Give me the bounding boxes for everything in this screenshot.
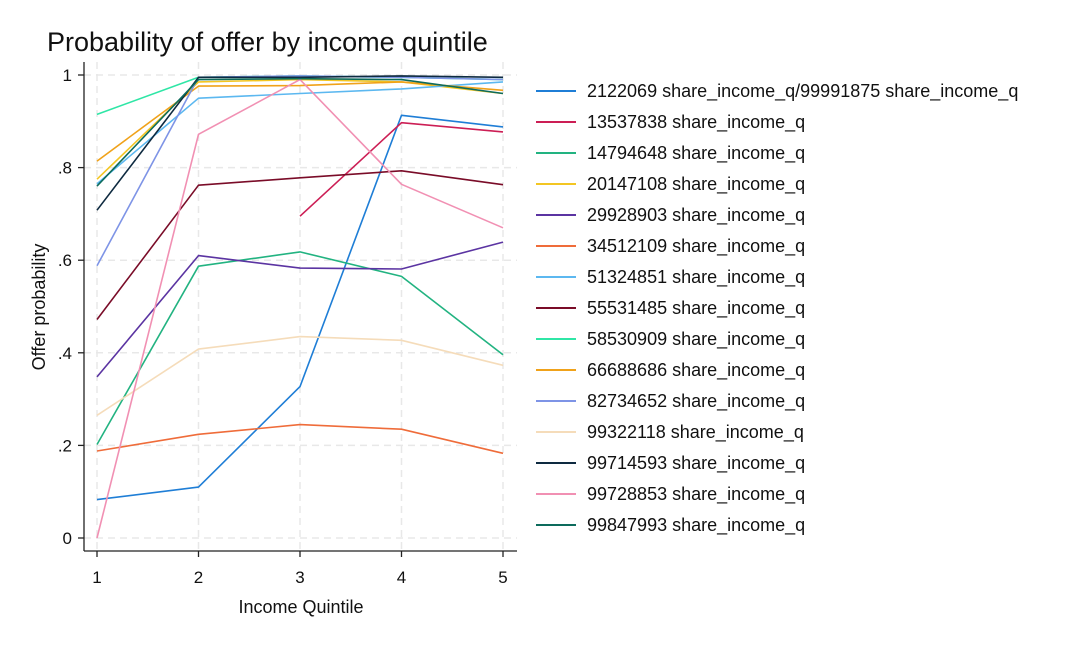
series-line-5 — [96, 241, 504, 378]
legend-item: 55531485 share_income_q — [536, 298, 805, 319]
legend-item: 2122069 share_income_q/99991875 share_in… — [536, 81, 1018, 102]
series-line-14 — [96, 78, 504, 539]
legend-label: 99847993 share_income_q — [587, 515, 805, 536]
series-line-15 — [96, 77, 504, 187]
legend-item: 34512109 share_income_q — [536, 236, 805, 257]
x-tick-label: 3 — [295, 568, 304, 587]
gridlines — [84, 62, 517, 551]
legend-item: 51324851 share_income_q — [536, 267, 805, 288]
series-line-1 — [96, 114, 504, 501]
series-line-2 — [299, 121, 504, 217]
y-tick-label: .4 — [58, 344, 72, 363]
legend-item: 20147108 share_income_q — [536, 174, 805, 195]
series-line-7 — [96, 81, 504, 185]
y-tick-label: .2 — [58, 436, 72, 455]
series-line-11 — [96, 75, 504, 267]
series-line-8 — [96, 170, 504, 320]
legend-label: 58530909 share_income_q — [587, 329, 805, 350]
legend-item: 58530909 share_income_q — [536, 329, 805, 350]
chart-title: Probability of offer by income quintile — [47, 27, 488, 57]
axes: 0 .2 .4 .6 .8 1 1 2 3 4 5 — [58, 62, 517, 587]
legend-label: 82734652 share_income_q — [587, 391, 805, 412]
legend-item: 99728853 share_income_q — [536, 484, 805, 505]
y-tick-label: 1 — [63, 66, 72, 85]
x-tick-label: 5 — [498, 568, 507, 587]
legend-label: 55531485 share_income_q — [587, 298, 805, 319]
y-tick-label: .8 — [58, 159, 72, 178]
legend-item: 66688686 share_income_q — [536, 360, 805, 381]
legend-label: 51324851 share_income_q — [587, 267, 805, 288]
y-axis-title: Offer probability — [29, 244, 49, 371]
legend-item: 13537838 share_income_q — [536, 112, 805, 133]
x-tick-label: 1 — [92, 568, 101, 587]
series-line-13 — [96, 75, 504, 211]
legend: 2122069 share_income_q/99991875 share_in… — [536, 81, 1018, 536]
series-line-3 — [96, 251, 504, 445]
legend-label: 99322118 share_income_q — [587, 422, 804, 443]
series-line-6 — [96, 423, 504, 455]
x-axis-title: Income Quintile — [238, 597, 363, 617]
legend-item: 29928903 share_income_q — [536, 205, 805, 226]
legend-item: 99714593 share_income_q — [536, 453, 805, 474]
legend-item: 99847993 share_income_q — [536, 515, 805, 536]
plot-area — [96, 75, 504, 539]
legend-label: 66688686 share_income_q — [587, 360, 805, 381]
series-line-9 — [96, 75, 504, 116]
legend-label: 34512109 share_income_q — [587, 236, 805, 257]
legend-label: 99714593 share_income_q — [587, 453, 805, 474]
x-tick-label: 2 — [194, 568, 203, 587]
legend-label: 2122069 share_income_q/99991875 share_in… — [587, 81, 1018, 102]
legend-item: 82734652 share_income_q — [536, 391, 805, 412]
x-tick-label: 4 — [397, 568, 406, 587]
legend-label: 29928903 share_income_q — [587, 205, 805, 226]
y-tick-label: 0 — [63, 529, 72, 548]
y-tick-label: .6 — [58, 251, 72, 270]
legend-item: 14794648 share_income_q — [536, 143, 805, 164]
legend-label: 13537838 share_income_q — [587, 112, 805, 133]
legend-label: 99728853 share_income_q — [587, 484, 805, 505]
legend-label: 14794648 share_income_q — [587, 143, 805, 164]
series-line-12 — [96, 335, 504, 416]
legend-label: 20147108 share_income_q — [587, 174, 805, 195]
legend-item: 99322118 share_income_q — [536, 422, 804, 443]
